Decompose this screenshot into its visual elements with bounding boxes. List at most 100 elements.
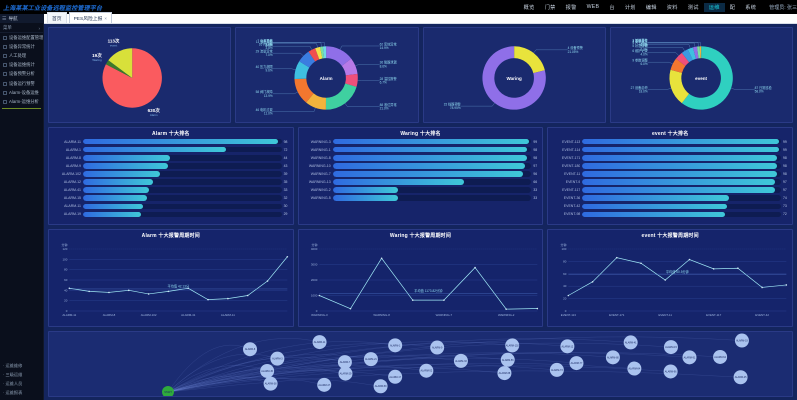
svg-text:event: event bbox=[695, 76, 707, 81]
ranking-row[interactable]: WARNING-7 96 bbox=[301, 170, 541, 178]
panel-event-donut: event 87 日常巡检 58.0% 27 设备启停 18.0% 9 参数调整 6.0% 6… bbox=[609, 27, 793, 123]
ranking-row[interactable]: WARNING-3 99 bbox=[301, 138, 541, 146]
ranking-row[interactable]: ALARM-8 44 bbox=[51, 154, 291, 162]
ranking-track bbox=[83, 163, 282, 169]
ranking-row[interactable]: EVENT-98 72 bbox=[550, 210, 790, 218]
ranking-row[interactable]: EVENT-114 99 bbox=[550, 146, 790, 154]
tab-0[interactable]: 首页 bbox=[47, 12, 67, 23]
svg-text:0: 0 bbox=[565, 309, 567, 313]
ranking-track bbox=[582, 179, 782, 185]
ranking-row[interactable]: ALARM-12 35 bbox=[51, 178, 291, 186]
sidebar-footer-item-1[interactable]: · 三级运维 bbox=[3, 372, 23, 378]
svg-text:ALARM-68: ALARM-68 bbox=[499, 372, 511, 375]
svg-text:EVENT-117: EVENT-117 bbox=[706, 313, 721, 317]
svg-text:20: 20 bbox=[563, 296, 567, 300]
ranking-row[interactable]: ALARM-9 43 bbox=[51, 162, 291, 170]
ranking-value: 33 bbox=[283, 188, 288, 193]
ranking-label: WARNING-1 bbox=[310, 147, 331, 152]
sidebar-item-1[interactable]: 设备异常统计 bbox=[0, 42, 43, 51]
ranking-track bbox=[83, 203, 282, 210]
svg-text:29 流量异常: 29 流量异常 bbox=[256, 49, 273, 54]
sidebar-item-5[interactable]: 设备运行预警 bbox=[0, 79, 43, 88]
svg-text:8.6%: 8.6% bbox=[380, 64, 387, 68]
svg-text:分钟: 分钟 bbox=[561, 242, 567, 247]
ranking-row[interactable]: EVENT-171 98 bbox=[550, 154, 790, 162]
ranking-row[interactable]: ALARM-1 72 bbox=[51, 146, 291, 154]
ranking-row[interactable]: EVENT-42 73 bbox=[550, 202, 790, 210]
ranking-row[interactable]: ALARM-102 39 bbox=[51, 170, 291, 178]
sidebar-footer-item-2[interactable]: · 运维人员 bbox=[3, 381, 23, 387]
ranking-fill bbox=[332, 195, 399, 201]
ranking-row[interactable]: WARNING-13 66 bbox=[301, 178, 541, 186]
sidebar-item-0[interactable]: 设备运维配置管理 bbox=[0, 33, 43, 42]
ranking-label: WARNING-5 bbox=[310, 196, 331, 201]
ranking-row[interactable]: ALARM-11 30 bbox=[51, 202, 291, 210]
svg-text:113次: 113次 bbox=[108, 38, 120, 45]
ranking-row[interactable]: ALARM-19 29 bbox=[51, 210, 291, 218]
sidebar-item-label: 设备预警分析 bbox=[9, 71, 35, 77]
sidebar-item-7[interactable]: Alarm-运维分析 bbox=[0, 97, 43, 106]
topnav-item-0[interactable]: 概览 bbox=[523, 4, 535, 11]
ranking-value: 33 bbox=[533, 196, 538, 201]
topnav-item-8[interactable]: 测试 bbox=[687, 4, 699, 11]
topnav-item-10[interactable]: 配 bbox=[729, 4, 736, 11]
ranking-label: EVENT-36 bbox=[563, 196, 581, 201]
topnav-item-11[interactable]: 系统 bbox=[745, 4, 757, 11]
ranking-row[interactable]: WARNING-10 97 bbox=[301, 162, 541, 170]
topnav-item-4[interactable]: 台 bbox=[609, 4, 615, 11]
sidebar-group-label[interactable]: 菜单 › bbox=[0, 23, 43, 33]
svg-text:ALARM-91: ALARM-91 bbox=[684, 356, 696, 359]
topnav-item-7[interactable]: 资料 bbox=[666, 4, 678, 11]
ranking-row[interactable]: EVENT-180 98 bbox=[550, 162, 790, 170]
topnav-item-5[interactable]: 计划 bbox=[624, 4, 636, 11]
topnav-item-1[interactable]: 门禁 bbox=[544, 4, 556, 11]
ranking-row[interactable]: WARNING-1 98 bbox=[301, 146, 541, 154]
ranking-row[interactable]: EVENT-117 97 bbox=[550, 186, 790, 194]
sidebar-header[interactable]: ☰ 导航 bbox=[0, 14, 43, 23]
ranking-row[interactable]: WARNING-2 33 bbox=[301, 186, 541, 194]
list-icon bbox=[3, 53, 7, 58]
sidebar-footer-item-3[interactable]: · 运维报表 bbox=[3, 390, 23, 396]
app-brand-title: 上海某某工业设备远程监控管理平台 bbox=[3, 5, 103, 12]
ranking-label: EVENT-11 bbox=[564, 171, 581, 176]
topnav-item-9[interactable]: 运维 bbox=[703, 2, 725, 12]
sidebar-item-2[interactable]: 人工处理 bbox=[0, 51, 43, 60]
sidebar-item-3[interactable]: 设备运维统计 bbox=[0, 61, 43, 70]
ranking-value: 98 bbox=[783, 171, 787, 176]
svg-text:ALARM-45: ALARM-45 bbox=[261, 370, 273, 373]
ranking-row[interactable]: WARNING-5 33 bbox=[301, 194, 541, 202]
tab-1[interactable]: PES风险上报 × bbox=[68, 12, 112, 23]
ranking-row[interactable]: WARNING-8 98 bbox=[301, 154, 541, 162]
svg-text:62 泵体异常: 62 泵体异常 bbox=[380, 41, 397, 46]
ranking-row[interactable]: EVENT-113 99 bbox=[550, 138, 790, 146]
ranking-row[interactable]: ALARM-15 32 bbox=[51, 194, 291, 202]
ranking-row[interactable]: ALARM-41 33 bbox=[51, 186, 291, 194]
svg-text:ALARM-21: ALARM-21 bbox=[365, 358, 377, 361]
ranking-row[interactable]: ALARM-11 98 bbox=[51, 138, 291, 146]
topnav-item-6[interactable]: 编辑 bbox=[645, 4, 657, 11]
svg-text:Waring: Waring bbox=[92, 58, 102, 62]
sidebar-footer-item-0[interactable]: · 运维维修 bbox=[3, 362, 23, 368]
sidebar-item-4[interactable]: 设备预警分析 bbox=[0, 70, 43, 79]
ranking-track bbox=[582, 138, 782, 145]
close-icon[interactable]: × bbox=[104, 15, 107, 21]
topnav-item-3[interactable]: WEB bbox=[586, 4, 600, 10]
ranking-row[interactable]: EVENT-9 97 bbox=[550, 178, 790, 186]
svg-text:ALARM-8: ALARM-8 bbox=[245, 348, 256, 351]
alarm-relation-svg[interactable]: ALARM-8 ALARM-11 ALARM-1 ALARM-9 ALARM-102 AL… bbox=[49, 332, 792, 396]
ranking-value: 98 bbox=[283, 139, 288, 144]
sidebar-item-label: 设备运维配置管理 bbox=[9, 34, 43, 40]
topnav-item-2[interactable]: 报警 bbox=[565, 4, 577, 11]
ranking-row[interactable]: EVENT-11 98 bbox=[550, 170, 790, 178]
ranking-track bbox=[582, 203, 782, 210]
ranking-row[interactable]: EVENT-36 74 bbox=[550, 194, 790, 202]
sidebar-item-6[interactable]: Alarm-设备运维 bbox=[0, 88, 43, 97]
